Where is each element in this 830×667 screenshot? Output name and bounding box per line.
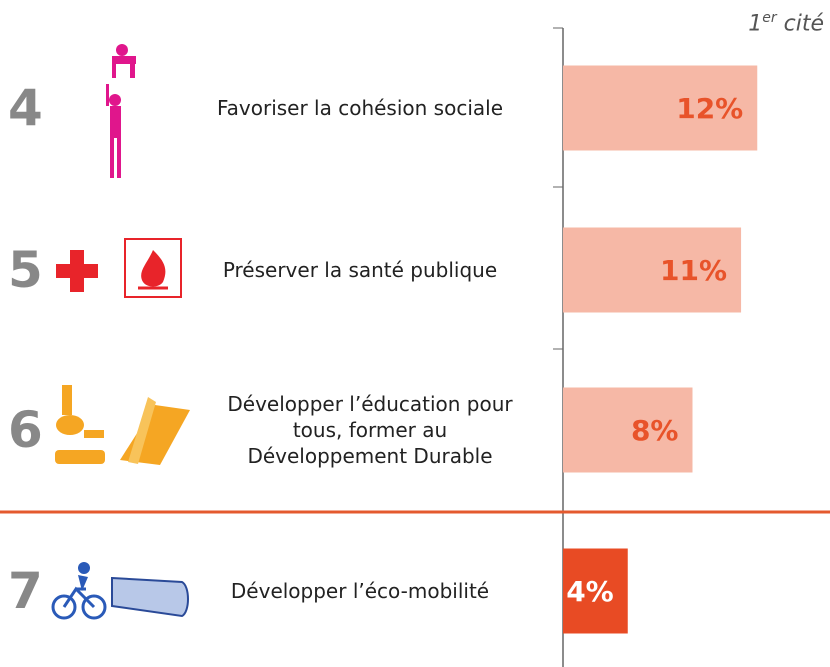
value-label: 4% — [566, 575, 614, 608]
category-label: Développer l’éco-mobilité — [230, 579, 490, 603]
header-rest: cité — [776, 11, 824, 37]
icon-education — [55, 385, 190, 465]
value-label: 8% — [631, 414, 679, 447]
bar — [563, 65, 758, 151]
value-label: 11% — [660, 254, 727, 287]
icon-health — [56, 238, 182, 298]
category-label: Favoriser la cohésion sociale — [216, 96, 504, 120]
icon-mobility — [51, 562, 189, 620]
rank-number: 6 — [8, 401, 43, 459]
icon-people — [106, 44, 136, 178]
rank-number: 4 — [8, 79, 43, 137]
column-header: 1er cité — [748, 10, 824, 36]
bar — [563, 548, 628, 634]
header-main: 1 — [748, 11, 763, 37]
bar — [563, 387, 693, 473]
header-sup: er — [762, 10, 777, 26]
category-label: Préserver la santé publique — [222, 258, 498, 282]
rank-number: 7 — [8, 562, 43, 620]
category-label: Développer l’éducation pour tous, former… — [227, 392, 513, 468]
rank-number: 5 — [8, 241, 43, 299]
value-label: 12% — [676, 92, 743, 125]
bar — [563, 227, 742, 313]
